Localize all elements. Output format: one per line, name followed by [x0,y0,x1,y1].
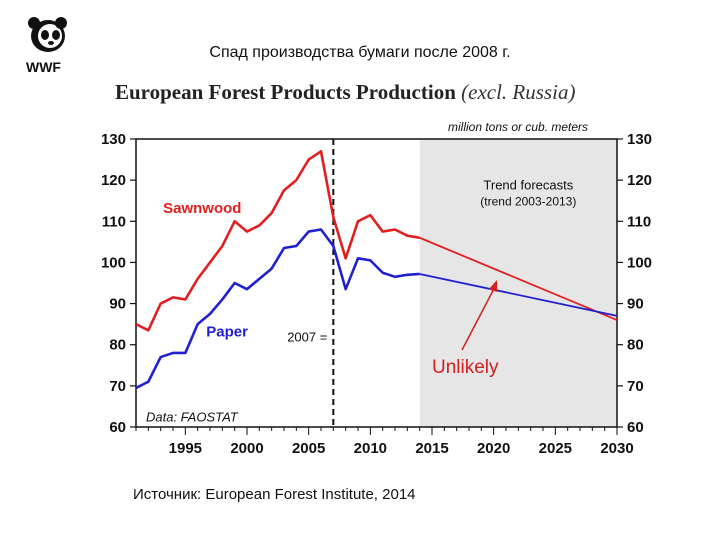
x-tick-label: 2020 [477,440,510,457]
wwf-logo: WWF [24,14,72,75]
annotation-unlikely: Unlikely [432,357,499,378]
y-tick-label-right: 60 [627,419,644,436]
x-tick-label: 2030 [600,440,633,457]
x-tick-label: 2025 [539,440,572,457]
forecast-line-paper [419,273,618,317]
series-label-paper: Paper [206,323,248,340]
panda-icon: WWF [26,17,67,75]
x-tick-label: 2000 [230,440,263,457]
forecast-sublabel: (trend 2003-2013) [480,195,576,209]
x-tick-label: 1995 [169,440,202,457]
y-tick-label-right: 70 [627,378,644,395]
plot-frame [135,138,618,428]
source-caption: Источник: European Forest Institute, 201… [133,486,416,503]
y-tick-label-left: 130 [101,131,126,148]
y-tick-label-right: 120 [627,172,652,189]
y-tick-label-right: 110 [627,213,651,230]
series-line-sawnwood [135,150,420,332]
forecast-region [419,139,617,427]
y-tick-label-right: 80 [627,337,644,354]
units-label: million tons or cub. meters [448,120,589,134]
y-tick-label-left: 90 [109,296,126,313]
series-label-sawnwood: Sawnwood [163,200,241,217]
forecast-label: Trend forecasts [483,177,573,192]
x-tick-label: 2005 [292,440,325,457]
y-tick-label-left: 70 [109,378,126,395]
y-tick-label-left: 120 [101,172,126,189]
annotation-data-source: Data: FAOSTAT [146,409,239,424]
chart-title-sub: (excl. Russia) [461,80,576,104]
slide-title: Спад производства бумаги после 2008 г. [209,44,511,61]
series-line-paper [135,228,420,390]
y-tick-label-right: 100 [627,254,652,271]
y-tick-label-left: 110 [102,213,126,230]
chart-title: European Forest Products Production (exc… [115,80,575,105]
logo-text: WWF [26,59,61,74]
forecast-line-sawnwood [419,236,618,321]
x-tick-label: 2010 [354,440,387,457]
annotation-arrow-head [489,280,497,292]
chart-title-main: European Forest Products Production [115,80,456,104]
y-tick-label-right: 130 [627,131,652,148]
marker-line-label: 2007 = [287,329,327,344]
x-tick-label: 2015 [415,440,448,457]
annotation-arrow-shaft [461,282,498,351]
y-tick-label-right: 90 [627,296,644,313]
y-tick-label-left: 60 [109,419,126,436]
y-tick-label-left: 80 [109,337,126,354]
y-tick-label-left: 100 [101,254,126,271]
